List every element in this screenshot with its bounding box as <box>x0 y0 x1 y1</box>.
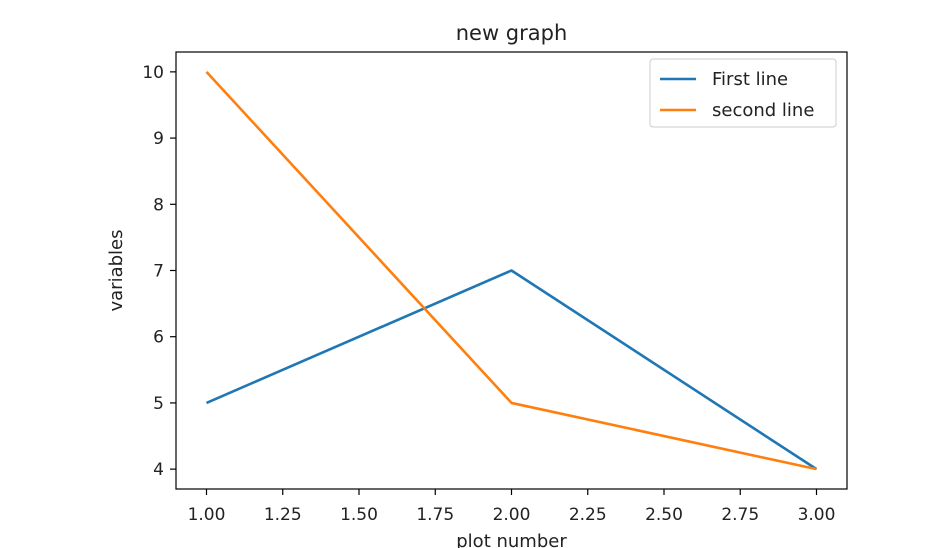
x-tick-label: 1.25 <box>264 505 302 525</box>
chart-title: new graph <box>456 21 568 45</box>
legend: First line second line <box>649 58 837 128</box>
y-tick-label: 10 <box>142 63 164 83</box>
x-axis-title: plot number <box>456 531 567 548</box>
series-line-1 <box>205 269 818 471</box>
x-tick-label: 2.25 <box>569 505 607 525</box>
x-axis: 1.00 1.25 1.50 1.75 2.00 2.25 2.50 2.75 3.00 <box>188 489 836 525</box>
x-tick-label: 1.00 <box>188 505 226 525</box>
y-axis: 4 5 6 7 8 9 10 <box>142 63 176 480</box>
x-tick-label: 2.50 <box>645 505 683 525</box>
legend-label-2: second line <box>712 100 814 121</box>
legend-box <box>649 58 837 128</box>
x-tick-label: 3.00 <box>798 505 836 525</box>
series-line-2 <box>205 70 817 471</box>
y-axis-title: variables <box>106 230 127 312</box>
legend-label-1: First line <box>712 69 788 90</box>
x-tick-label: 1.75 <box>416 505 454 525</box>
y-tick-label: 7 <box>153 262 164 282</box>
y-tick-label: 6 <box>153 328 164 348</box>
y-tick-label: 9 <box>153 129 164 149</box>
y-tick-label: 5 <box>153 394 164 414</box>
legend-items: First line second line <box>660 69 814 121</box>
series-layer <box>205 70 818 471</box>
x-tick-label: 2.00 <box>493 505 531 525</box>
y-tick-label: 4 <box>153 460 164 480</box>
y-tick-label: 8 <box>153 195 164 215</box>
x-tick-label: 1.50 <box>340 505 378 525</box>
x-tick-label: 2.75 <box>721 505 759 525</box>
